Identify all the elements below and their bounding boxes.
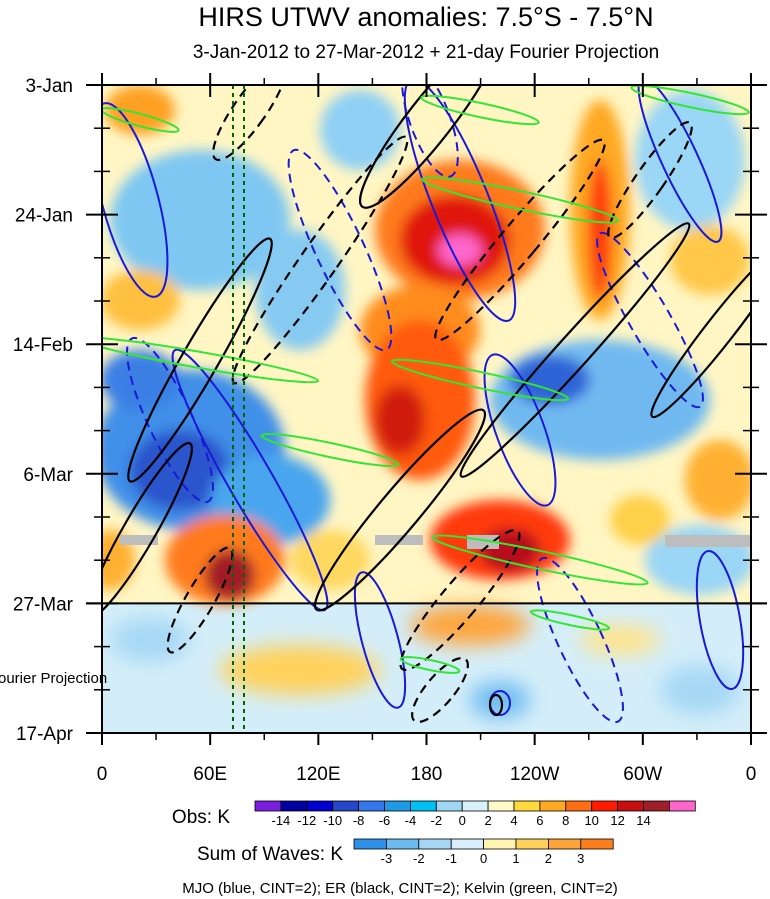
colorbar-cell: [280, 800, 308, 812]
missing-patch: [375, 535, 423, 545]
colorbar-tick-label: 3: [577, 851, 584, 866]
x-tick-label: 120W: [510, 764, 560, 785]
y-tick-label: 3-Jan: [25, 76, 73, 97]
colorbar-tick-label: -8: [353, 813, 365, 828]
colorbar-cell: [358, 800, 385, 812]
projection-label: Fourier Projection: [0, 670, 107, 687]
colorbar-cell: [643, 800, 670, 812]
x-tick-label: 60W: [623, 764, 662, 785]
colorbar-cell: [461, 800, 489, 812]
colorbar-cell: [513, 800, 541, 812]
obs-anomaly-field: [102, 85, 751, 605]
colorbar-tick-label: -6: [379, 813, 391, 828]
colorbar-tick-label: -12: [297, 813, 316, 828]
colorbar-tick-label: 0: [480, 851, 487, 866]
colorbar-tick-label: 6: [536, 813, 543, 828]
chart-subtitle: 3-Jan-2012 to 27-Mar-2012 + 21-day Fouri…: [193, 42, 659, 63]
x-tick-label: 0: [97, 764, 108, 785]
waves-colorbar: -3 -2 -1 0 1 2 3: [353, 838, 614, 866]
missing-patch: [665, 535, 751, 547]
colorbar-cell: [409, 800, 437, 812]
colorbar-cell: [384, 800, 411, 812]
kelvin-contours: [102, 85, 750, 674]
plot-field: [102, 85, 751, 733]
y-axis: 3-Jan 24-Jan 14-Feb 6-Mar 27-Mar 17-Apr: [13, 76, 767, 745]
contour-legend: MJO (blue, CINT=2); ER (black, CINT=2); …: [182, 880, 618, 897]
colorbar-tick-label: -4: [405, 813, 417, 828]
colorbar-cell: [353, 838, 387, 850]
colorbar-tick-label: -2: [413, 851, 425, 866]
missing-patch: [120, 535, 158, 545]
colorbar-cell: [435, 800, 463, 812]
obs-colorbar: -14 -12 -10 -8 -6 -4 -2 0 2 4 6 8 10 12 14: [254, 800, 696, 828]
colorbar-tick-label: -10: [323, 813, 342, 828]
colorbar-cell: [539, 800, 567, 812]
colorbar-cell: [483, 838, 517, 850]
colorbar-cell: [580, 838, 614, 850]
y-tick-label: 27-Mar: [13, 594, 74, 615]
colorbar-cell: [254, 800, 282, 812]
waves-colorbar-label: Sum of Waves: K: [197, 844, 343, 865]
colorbar-cell: [515, 838, 549, 850]
colorbar-cell: [617, 800, 644, 812]
projection-anomaly-field: [110, 605, 740, 718]
colorbar-tick-label: 2: [484, 813, 491, 828]
colorbar-cell: [450, 838, 485, 850]
colorbar-cell: [591, 800, 619, 812]
colorbar-cell: [418, 838, 452, 850]
x-tick-label: 180: [411, 764, 443, 785]
x-tick-label: 0: [746, 764, 757, 785]
colorbar-cell: [487, 800, 515, 812]
colorbar-tick-label: 1: [512, 851, 519, 866]
y-tick-label: 17-Apr: [16, 724, 74, 745]
colorbar-tick-label: 8: [562, 813, 569, 828]
x-axis: 0 60E 120E 180 120W 60W 0: [97, 73, 757, 785]
y-tick-label: 6-Mar: [23, 465, 73, 486]
colorbar-tick-label: 10: [584, 813, 598, 828]
chart-title: HIRS UTWV anomalies: 7.5°S - 7.5°N: [198, 2, 653, 32]
obs-colorbar-label: Obs: K: [172, 807, 230, 828]
x-tick-label: 120E: [296, 764, 340, 785]
colorbar-tick-label: -14: [272, 813, 291, 828]
colorbar-cell: [306, 800, 334, 812]
colorbar-tick-label: -1: [445, 851, 457, 866]
y-tick-label: 24-Jan: [15, 206, 73, 227]
colorbar-cell: [385, 838, 420, 850]
colorbar-tick-label: -2: [431, 813, 443, 828]
x-tick-label: 60E: [193, 764, 227, 785]
y-tick-label: 14-Feb: [13, 335, 73, 356]
colorbar-tick-label: 14: [636, 813, 650, 828]
colorbar-tick-label: 4: [510, 813, 517, 828]
colorbar-cell: [669, 800, 696, 812]
colorbar-tick-label: 12: [610, 813, 624, 828]
colorbar-cell: [548, 838, 582, 850]
colorbar-tick-label: -3: [381, 851, 393, 866]
er-contours: [102, 85, 751, 717]
colorbar-cell: [565, 800, 593, 812]
colorbar-tick-label: 0: [459, 813, 466, 828]
colorbar-cell: [332, 800, 360, 812]
colorbar-tick-label: 2: [545, 851, 552, 866]
